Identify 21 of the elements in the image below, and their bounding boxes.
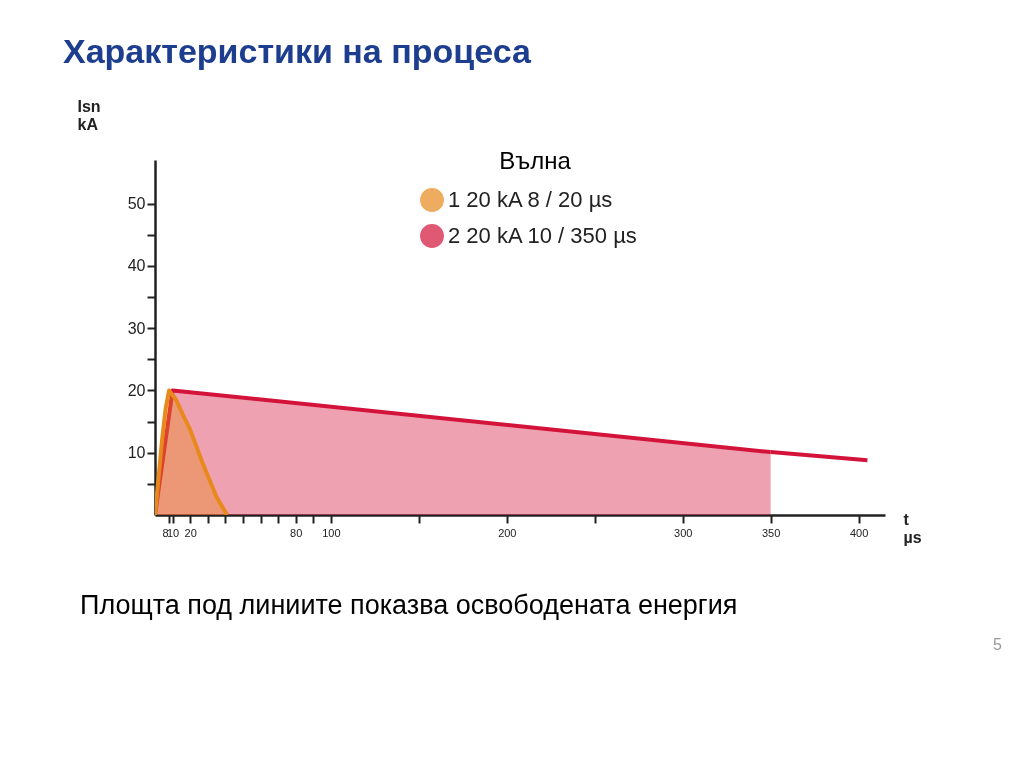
y-tick-label: 30 [127, 319, 146, 337]
x-tick-label: 100 [322, 526, 341, 539]
y-axis-title: Isn kA [77, 97, 101, 133]
y-tick-label: 40 [127, 257, 146, 275]
x-tick-label: 20 [184, 526, 197, 539]
legend-label: 1 20 kA 8 / 20 µs [448, 187, 613, 212]
x-tick-label: 80 [290, 526, 303, 539]
x-tick-label: 8 [162, 526, 169, 539]
y-tick-label: 50 [127, 195, 146, 213]
x-axis-title: t µs [903, 510, 922, 546]
y-tick-label: 20 [127, 381, 146, 399]
text: 5 [993, 636, 1002, 654]
legend-title: Вълна [499, 147, 572, 174]
x-tick-label: 400 [849, 526, 869, 539]
chart-title: Характеристики на процеса [63, 32, 531, 71]
x-tick-label: 350 [761, 526, 781, 539]
text: Площта под линиите показва освободената енергия [80, 590, 738, 621]
x-tick-label: 200 [498, 526, 517, 539]
x-tick-label: 300 [674, 526, 693, 539]
y-tick-label: 10 [127, 444, 146, 462]
legend-label: 2 20 kA 10 / 350 µs [448, 223, 637, 248]
